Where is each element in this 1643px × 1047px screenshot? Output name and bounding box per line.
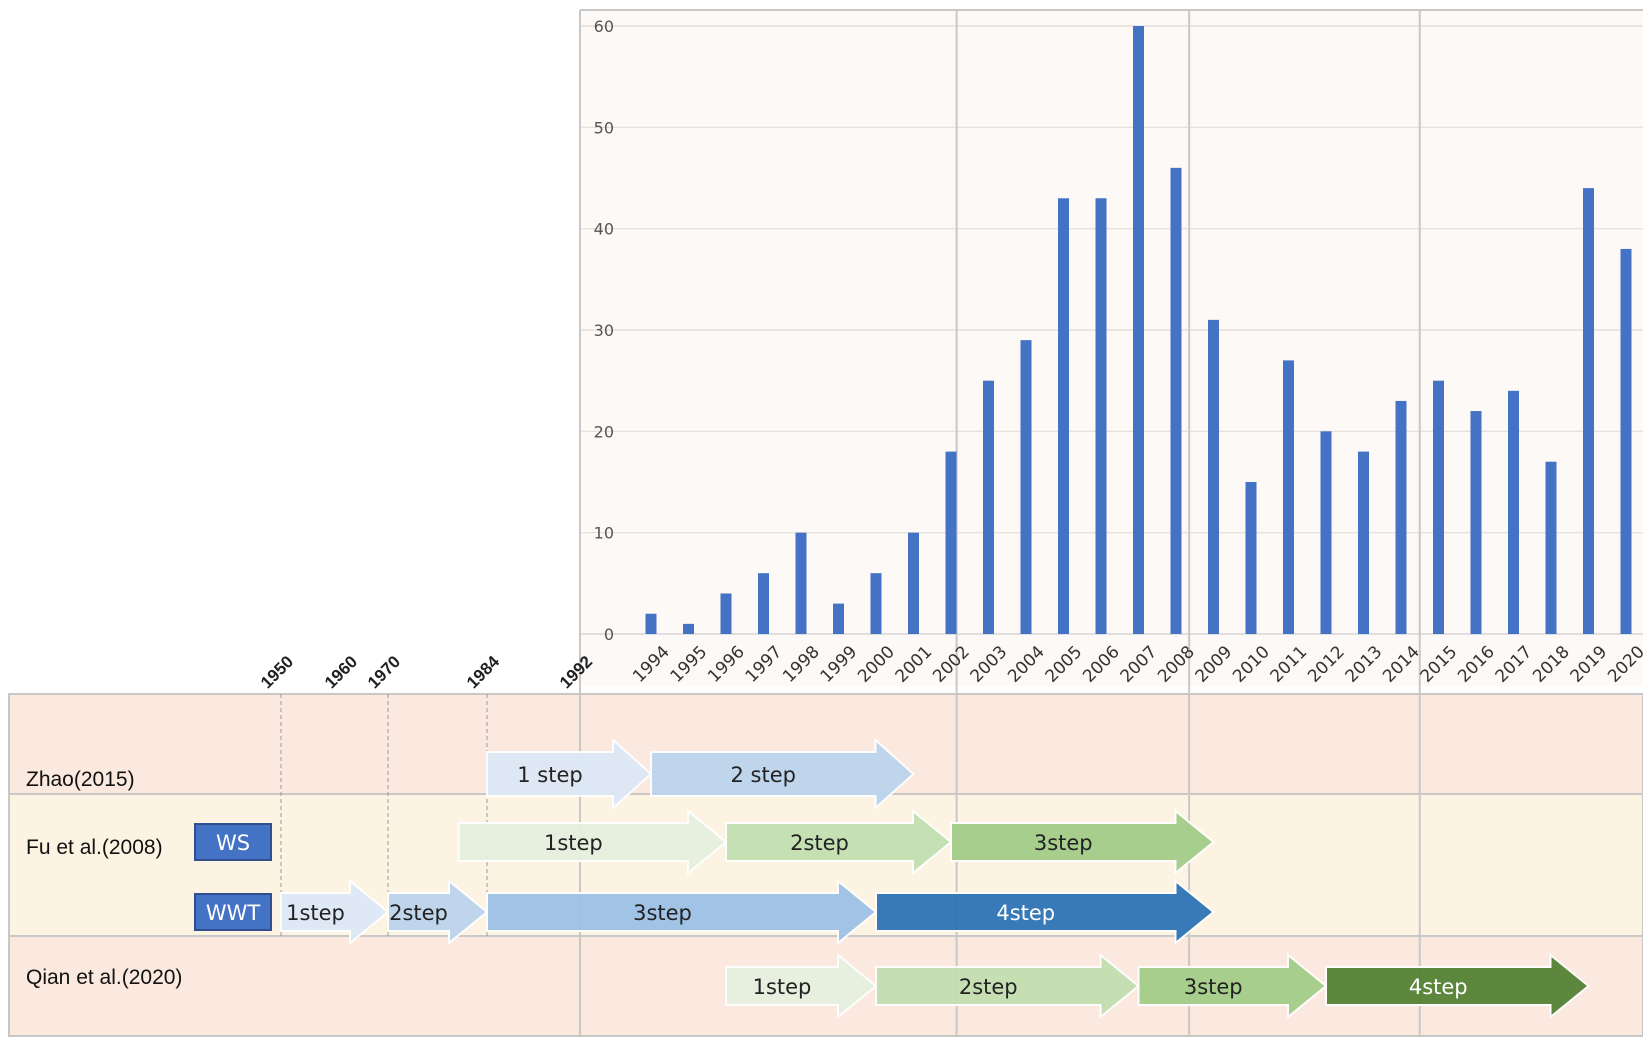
bar-2001	[908, 532, 919, 634]
arrow-label: 3step	[633, 901, 692, 925]
timeline-year-label: 1950	[257, 652, 297, 692]
bar-2009	[1208, 319, 1219, 634]
y-tick-label: 60	[594, 17, 614, 36]
bar-2006	[1095, 198, 1107, 634]
bar-2019	[1583, 188, 1594, 634]
arrow-label: 1step	[544, 831, 603, 855]
arrow-2step	[387, 878, 489, 946]
arrow-1step	[280, 878, 390, 946]
bar-2020	[1620, 248, 1632, 634]
arrow-4step	[1325, 952, 1591, 1020]
arrow-1step	[486, 737, 653, 811]
y-tick-label: 30	[594, 321, 614, 340]
arrow-2step	[875, 952, 1141, 1020]
arrow-3step	[950, 808, 1216, 876]
timeline-year-label: 1984	[463, 652, 504, 693]
bar-2013	[1358, 451, 1369, 634]
arrow-2step	[650, 737, 915, 811]
timeline-year-label: 1970	[364, 652, 404, 692]
bar-2015	[1433, 380, 1444, 634]
row-label-qian: Qian et al.(2020)	[26, 966, 182, 989]
bar-2010	[1245, 482, 1257, 634]
arrow-label: 2step	[790, 831, 849, 855]
arrow-label: 2 step	[731, 763, 796, 787]
bar-2004	[1020, 340, 1032, 634]
bar-2008	[1170, 167, 1182, 634]
bar-2014	[1395, 400, 1407, 634]
arrow-1step	[457, 808, 728, 876]
bar-2003	[983, 380, 994, 634]
arrow-label: 4step	[1409, 975, 1468, 999]
box-label: WS	[216, 831, 250, 855]
bar-2002	[945, 451, 957, 634]
row-label-zhao: Zhao(2015)	[26, 768, 135, 791]
bar-1999	[833, 603, 844, 634]
bar-2007	[1133, 26, 1144, 634]
bar-1995	[683, 623, 694, 634]
bar-1996	[720, 593, 732, 634]
bar-1998	[795, 532, 807, 634]
bar-2012	[1320, 431, 1332, 634]
arrow-label: 4step	[996, 901, 1055, 925]
bar-1997	[758, 573, 769, 634]
bar-2017	[1508, 390, 1519, 634]
y-tick-label: 50	[594, 118, 614, 137]
bar-2000	[870, 573, 882, 634]
arrow-3step	[486, 878, 878, 946]
arrow-label: 1 step	[517, 763, 582, 787]
arrow-label: 1step	[286, 901, 345, 925]
y-tick-label: 10	[594, 524, 614, 543]
arrow-label: 3step	[1034, 831, 1093, 855]
box-label: WWT	[206, 901, 261, 925]
box-wwt	[194, 893, 272, 931]
arrow-label: 3step	[1184, 975, 1243, 999]
timeline-year-label: 1960	[321, 652, 361, 692]
y-tick-label: 20	[594, 422, 614, 441]
box-ws	[194, 823, 272, 861]
bar-2011	[1283, 360, 1294, 634]
arrow-1step	[725, 952, 878, 1020]
row-label-fu: Fu et al.(2008)	[26, 836, 163, 859]
arrow-label: 1step	[753, 975, 812, 999]
plot-area	[580, 10, 1643, 686]
bar-2018	[1545, 461, 1557, 634]
arrow-label: 2step	[389, 901, 448, 925]
arrow-3step	[1137, 952, 1328, 1020]
bar-2005	[1058, 198, 1069, 634]
bar-2016	[1470, 411, 1482, 634]
bar-1994	[645, 613, 657, 634]
arrow-2step	[725, 808, 953, 876]
arrow-label: 2step	[959, 975, 1018, 999]
arrow-4step	[875, 878, 1216, 946]
y-tick-label: 0	[604, 625, 614, 644]
y-tick-label: 40	[594, 220, 614, 239]
